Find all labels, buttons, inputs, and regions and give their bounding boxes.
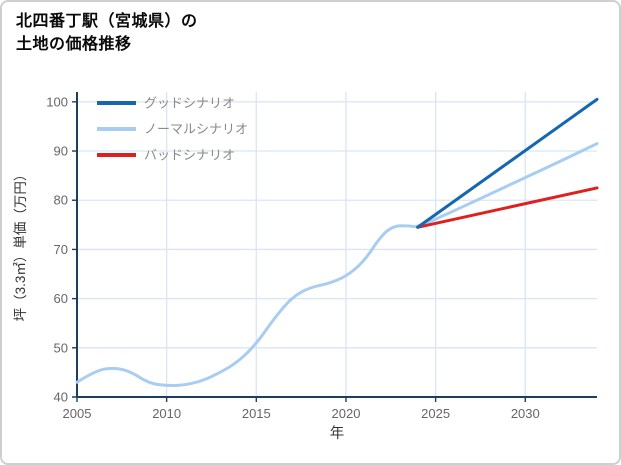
- legend-label-0: グッドシナリオ: [144, 96, 235, 111]
- series-line-1: [75, 142, 599, 387]
- x-tick-label: 2020: [332, 406, 361, 421]
- x-axis-title: 年: [330, 425, 345, 442]
- y-tick-label: 90: [54, 144, 68, 159]
- x-tick-label: 2015: [242, 406, 271, 421]
- y-tick-label: 70: [54, 242, 68, 257]
- x-tick-label: 2010: [152, 406, 181, 421]
- series-lines: [75, 97, 599, 387]
- tick-labels: 2005 2010 2015 2020 2025 2030 40 50 60 70 80 90 100: [46, 94, 539, 421]
- axes: [72, 92, 597, 402]
- x-tick-label: 2030: [511, 406, 540, 421]
- chart-title: 北四番丁駅（宮城県）の 土地の価格推移: [16, 10, 198, 56]
- chart-title-line-1: 北四番丁駅（宮城県）の: [16, 13, 198, 30]
- x-tick-label: 2025: [421, 406, 450, 421]
- y-tick-label: 60: [54, 291, 68, 306]
- y-tick-label: 40: [54, 390, 68, 405]
- series-line-0: [416, 97, 599, 229]
- gridlines: [77, 92, 597, 397]
- y-tick-label: 50: [54, 340, 68, 355]
- y-tick-label: 80: [54, 193, 68, 208]
- y-axis-title: 坪（3.3㎡）単価（万円）: [13, 168, 28, 322]
- legend-label-2: バッドシナリオ: [144, 148, 235, 163]
- series-line-2: [416, 186, 599, 229]
- y-tick-label: 100: [46, 94, 68, 109]
- chart-title-line-2: 土地の価格推移: [16, 36, 132, 53]
- x-tick-label: 2005: [63, 406, 92, 421]
- legend-label-1: ノーマルシナリオ: [144, 122, 248, 137]
